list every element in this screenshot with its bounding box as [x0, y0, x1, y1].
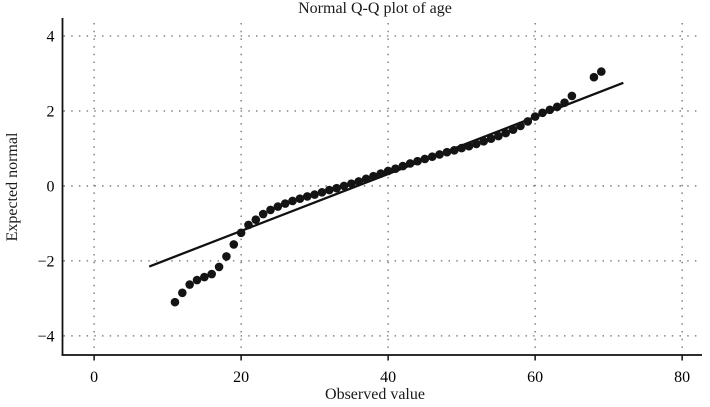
data-point — [383, 166, 393, 176]
data-point — [376, 169, 386, 178]
data-point — [185, 280, 194, 289]
data-point — [479, 137, 488, 146]
data-point — [560, 98, 569, 108]
data-point — [347, 179, 356, 188]
x-tick-label: 0 — [90, 369, 98, 386]
data-point — [545, 105, 555, 115]
y-tick-label: −2 — [37, 253, 54, 270]
data-point — [295, 194, 305, 203]
data-point — [472, 139, 481, 149]
data-point — [369, 171, 378, 181]
data-point — [310, 190, 319, 199]
data-point — [170, 297, 180, 307]
x-tick-label: 80 — [674, 369, 690, 386]
data-point — [178, 288, 187, 298]
data-point — [442, 147, 452, 157]
data-point — [508, 125, 518, 135]
data-point — [494, 131, 503, 141]
data-point — [552, 102, 562, 112]
y-tick-label: 4 — [47, 28, 55, 45]
data-point — [266, 205, 275, 215]
data-point — [244, 220, 253, 230]
data-point — [538, 108, 547, 118]
y-tick-label: 2 — [47, 103, 55, 120]
data-point — [596, 67, 606, 76]
data-point — [486, 134, 496, 144]
data-point — [273, 202, 283, 211]
x-axis-label: Observed value — [325, 386, 425, 403]
data-point — [280, 199, 290, 208]
data-point — [339, 181, 349, 191]
data-point — [449, 146, 459, 155]
data-point — [258, 209, 268, 219]
data-point — [413, 156, 422, 166]
data-point — [200, 272, 209, 282]
y-axis-label: Expected normal — [4, 132, 21, 242]
chart-title: Normal Q-Q plot of age — [298, 0, 452, 17]
data-point — [420, 154, 430, 164]
data-point — [530, 112, 540, 121]
data-point — [523, 117, 533, 126]
x-tick-label: 20 — [233, 369, 249, 386]
data-point — [251, 215, 261, 224]
x-tick-label: 40 — [380, 369, 396, 386]
data-point — [405, 159, 415, 168]
y-tick-label: −4 — [37, 328, 54, 345]
data-point — [427, 152, 437, 161]
data-point — [317, 188, 327, 197]
data-point — [391, 164, 400, 173]
data-point — [236, 228, 246, 238]
x-tick-label: 60 — [527, 369, 543, 386]
data-point — [332, 183, 341, 193]
data-point — [567, 91, 577, 101]
data-point — [589, 72, 599, 82]
data-point — [501, 128, 511, 138]
data-point — [192, 275, 202, 285]
data-point — [222, 252, 231, 261]
data-point — [288, 196, 297, 206]
data-point — [325, 185, 334, 195]
data-point — [516, 121, 525, 131]
data-point — [229, 240, 239, 249]
data-point — [302, 192, 312, 201]
data-point — [207, 269, 217, 279]
data-point — [214, 262, 224, 272]
data-point — [457, 143, 466, 153]
data-point — [464, 141, 474, 151]
data-point — [398, 161, 408, 171]
y-tick-label: 0 — [47, 178, 55, 195]
data-point — [361, 174, 371, 184]
data-point — [435, 150, 444, 159]
data-point — [354, 177, 364, 186]
